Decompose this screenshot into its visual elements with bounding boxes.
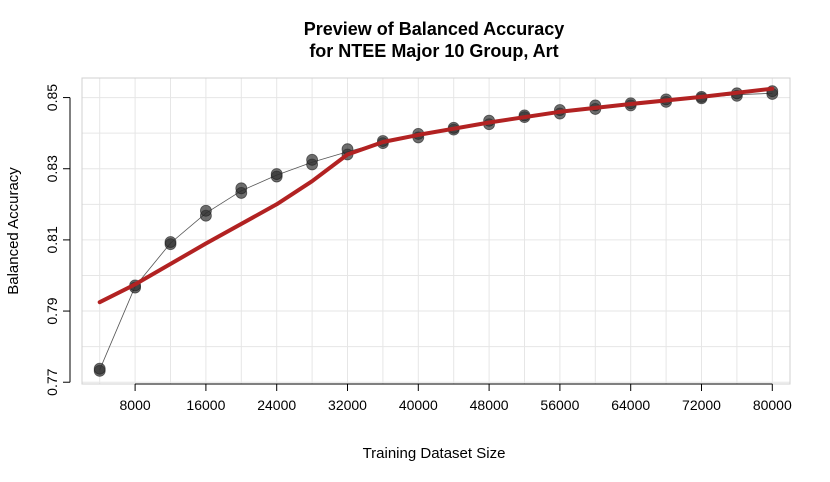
data-point	[164, 236, 177, 248]
x-tick-label: 16000	[186, 397, 225, 413]
x-tick-label: 80000	[753, 397, 792, 413]
axes: 8000 16000 24000 32000 40000 48000 56000 64000 7…	[44, 84, 792, 413]
x-tick-label: 32000	[328, 397, 367, 413]
data-point	[199, 204, 212, 217]
x-tick-label: 72000	[682, 397, 721, 413]
y-tick-label: 0.81	[44, 226, 60, 253]
y-tick-label: 0.77	[44, 368, 60, 395]
series	[93, 85, 779, 377]
y-tick-label: 0.79	[44, 297, 60, 324]
x-tick-label: 8000	[120, 397, 151, 413]
fit-line	[97, 86, 775, 305]
x-tick-label: 24000	[257, 397, 296, 413]
y-tick-label: 0.83	[44, 155, 60, 182]
chart-title-line1: Preview of Balanced Accuracy	[304, 19, 564, 39]
y-axis-label: Balanced Accuracy	[5, 167, 22, 295]
data-point	[235, 182, 248, 195]
x-tick-label: 40000	[399, 397, 438, 413]
chart-title-line2: for NTEE Major 10 Group, Art	[309, 41, 558, 61]
data-point	[306, 153, 319, 166]
data-point	[270, 168, 283, 180]
y-tick-label: 0.85	[44, 84, 60, 111]
x-tick-label: 64000	[611, 397, 650, 413]
x-tick-label: 48000	[470, 397, 509, 413]
data-point	[93, 362, 106, 375]
x-tick-label: 56000	[540, 397, 579, 413]
x-axis-label: Training Dataset Size	[363, 445, 506, 462]
